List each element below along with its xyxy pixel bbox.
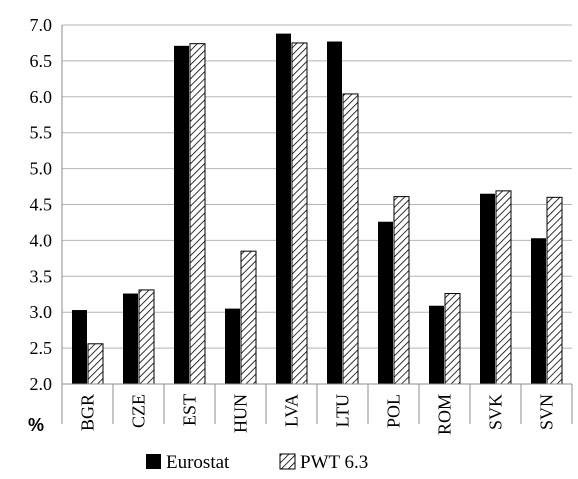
x-tick-label: LVA [282,394,302,427]
y-tick-label: 6.5 [30,51,53,71]
bar-pwt [393,196,410,385]
bar-pwt [546,196,563,385]
legend-label-pwt: PWT 6.3 [300,452,368,473]
y-tick-label: 5.0 [30,159,53,179]
y-unit-label: % [28,415,44,435]
x-tick-label: ROM [435,394,455,435]
x-axis-ticks: BGR CZE EST HUN LVA LTU POL ROM SVK SVN [78,394,557,435]
y-tick-label: 7.0 [30,15,53,35]
bar-pwt [291,42,308,385]
bar-pwt [138,289,155,385]
legend: Eurostat PWT 6.3 [146,452,368,473]
y-tick-label: 3.0 [30,302,53,322]
y-tick-label: 2.0 [30,374,53,394]
bar-pwt [189,43,206,385]
x-tick-label: BGR [78,394,98,431]
bar-eurostat [72,310,87,384]
bar-eurostat [225,308,240,384]
bar-eurostat [378,221,393,384]
y-tick-label: 4.5 [30,195,53,215]
y-tick-label: 2.5 [30,338,53,358]
y-tick-label: 5.5 [30,123,53,143]
x-tick-label: SVK [486,394,506,430]
bar-eurostat [531,238,546,384]
bar-pwt [342,93,359,385]
y-tick-label: 6.0 [30,87,53,107]
bar-eurostat [429,305,444,384]
x-tick-label: LTU [333,394,353,427]
bar-eurostat [276,33,291,385]
x-tick-label: CZE [129,394,149,428]
bar-pwt [87,343,104,385]
legend-label-eurostat: Eurostat [166,452,230,473]
bar-eurostat [480,193,495,384]
x-tick-label: POL [384,394,404,428]
bar-pwt [495,190,512,385]
legend-swatch-pwt [279,453,296,470]
x-tick-label: EST [180,394,200,426]
bar-eurostat [327,41,342,384]
axes [61,25,573,424]
y-axis-ticks: 2.0 2.5 3.0 3.5 4.0 4.5 5.0 5.5 6.0 6.5 7.0 [30,15,53,394]
legend-swatch-eurostat [146,454,161,469]
bar-eurostat [174,45,189,385]
bars [72,33,563,385]
y-tick-label: 3.5 [30,266,53,286]
x-tick-label: SVN [537,394,557,430]
x-tick-label: HUN [231,394,251,433]
bar-pwt [444,293,461,385]
y-tick-label: 4.0 [30,230,53,250]
bar-pwt [240,250,257,385]
bar-eurostat [123,293,138,384]
